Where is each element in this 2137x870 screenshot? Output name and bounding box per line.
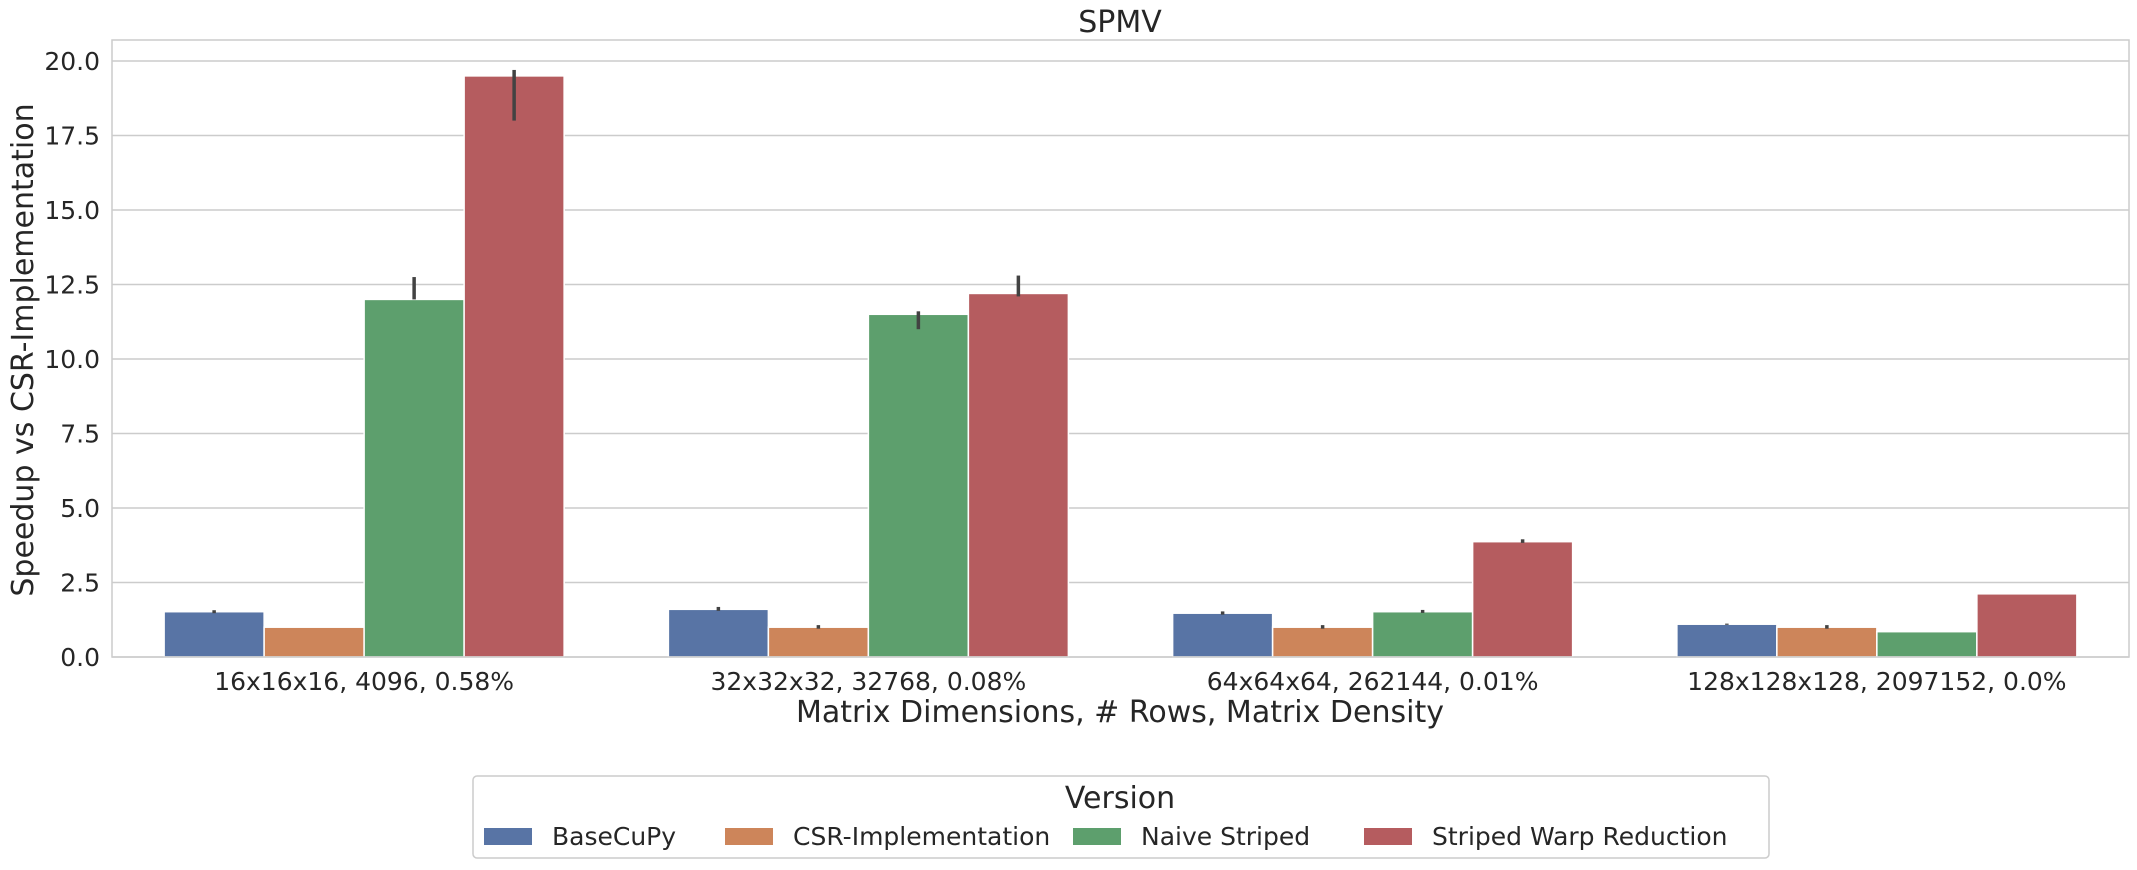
y-tick-label: 20.0: [44, 47, 100, 76]
y-tick-label: 15.0: [44, 196, 100, 225]
bar: [1876, 630, 1978, 658]
bar: [1471, 540, 1574, 658]
legend-label: BaseCuPy: [552, 822, 676, 851]
legend-items: BaseCuPy CSR-Implementation Naive Striped S…: [484, 822, 1727, 851]
legend-swatch: [1364, 828, 1412, 845]
error-bars: [212, 69, 1829, 629]
legend-swatch: [1073, 828, 1121, 845]
legend-label: CSR-Implementation: [793, 822, 1050, 851]
y-tick-label: 7.5: [60, 420, 100, 449]
bar: [767, 626, 870, 658]
legend-label: Striped Warp Reduction: [1432, 822, 1727, 851]
plot-frame: [111, 39, 2130, 658]
legend-frame: [472, 775, 1770, 859]
bar: [463, 75, 565, 658]
bar: [1976, 593, 2078, 658]
y-tick-labels: 0.0 2.5 5.0 7.5 10.0 12.5 15.0 17.5 20.0: [44, 47, 100, 672]
y-tick-label: 0.0: [60, 643, 100, 672]
bar: [1776, 626, 1878, 658]
bar: [1371, 610, 1474, 658]
x-tick-label: 64x64x64, 262144, 0.01%: [1207, 667, 1539, 696]
legend-swatch: [725, 828, 773, 845]
y-tick-label: 10.0: [44, 345, 100, 374]
bar: [1676, 623, 1778, 658]
bar: [967, 292, 1070, 658]
bar: [163, 610, 265, 658]
legend-swatch: [484, 828, 532, 845]
bar: [667, 608, 770, 658]
bars: [163, 75, 2078, 658]
y-tick-label: 5.0: [60, 494, 100, 523]
bar: [867, 313, 970, 658]
bar: [363, 298, 465, 658]
y-tick-label: 17.5: [44, 122, 100, 151]
y-axis-label: Speedup vs CSR-Implementation: [6, 103, 41, 596]
x-tick-labels: 16x16x16, 4096, 0.58% 32x32x32, 32768, 0.…: [214, 667, 2066, 696]
bar: [263, 626, 365, 658]
legend-title: Version: [1065, 781, 1175, 816]
legend: Version BaseCuPy CSR-Implementation Naive …: [472, 775, 1770, 859]
legend-label: Naive Striped: [1141, 822, 1310, 851]
y-tick-label: 12.5: [44, 271, 100, 300]
bar: [1171, 612, 1274, 658]
x-tick-label: 16x16x16, 4096, 0.58%: [214, 667, 514, 696]
x-tick-label: 128x128x128, 2097152, 0.0%: [1687, 667, 2066, 696]
x-axis-label: Matrix Dimensions, # Rows, Matrix Densit…: [796, 695, 1444, 730]
chart-title: SPMV: [1078, 5, 1162, 40]
x-tick-label: 32x32x32, 32768, 0.08%: [710, 667, 1026, 696]
y-tick-label: 2.5: [60, 569, 100, 598]
bar: [1271, 626, 1374, 658]
